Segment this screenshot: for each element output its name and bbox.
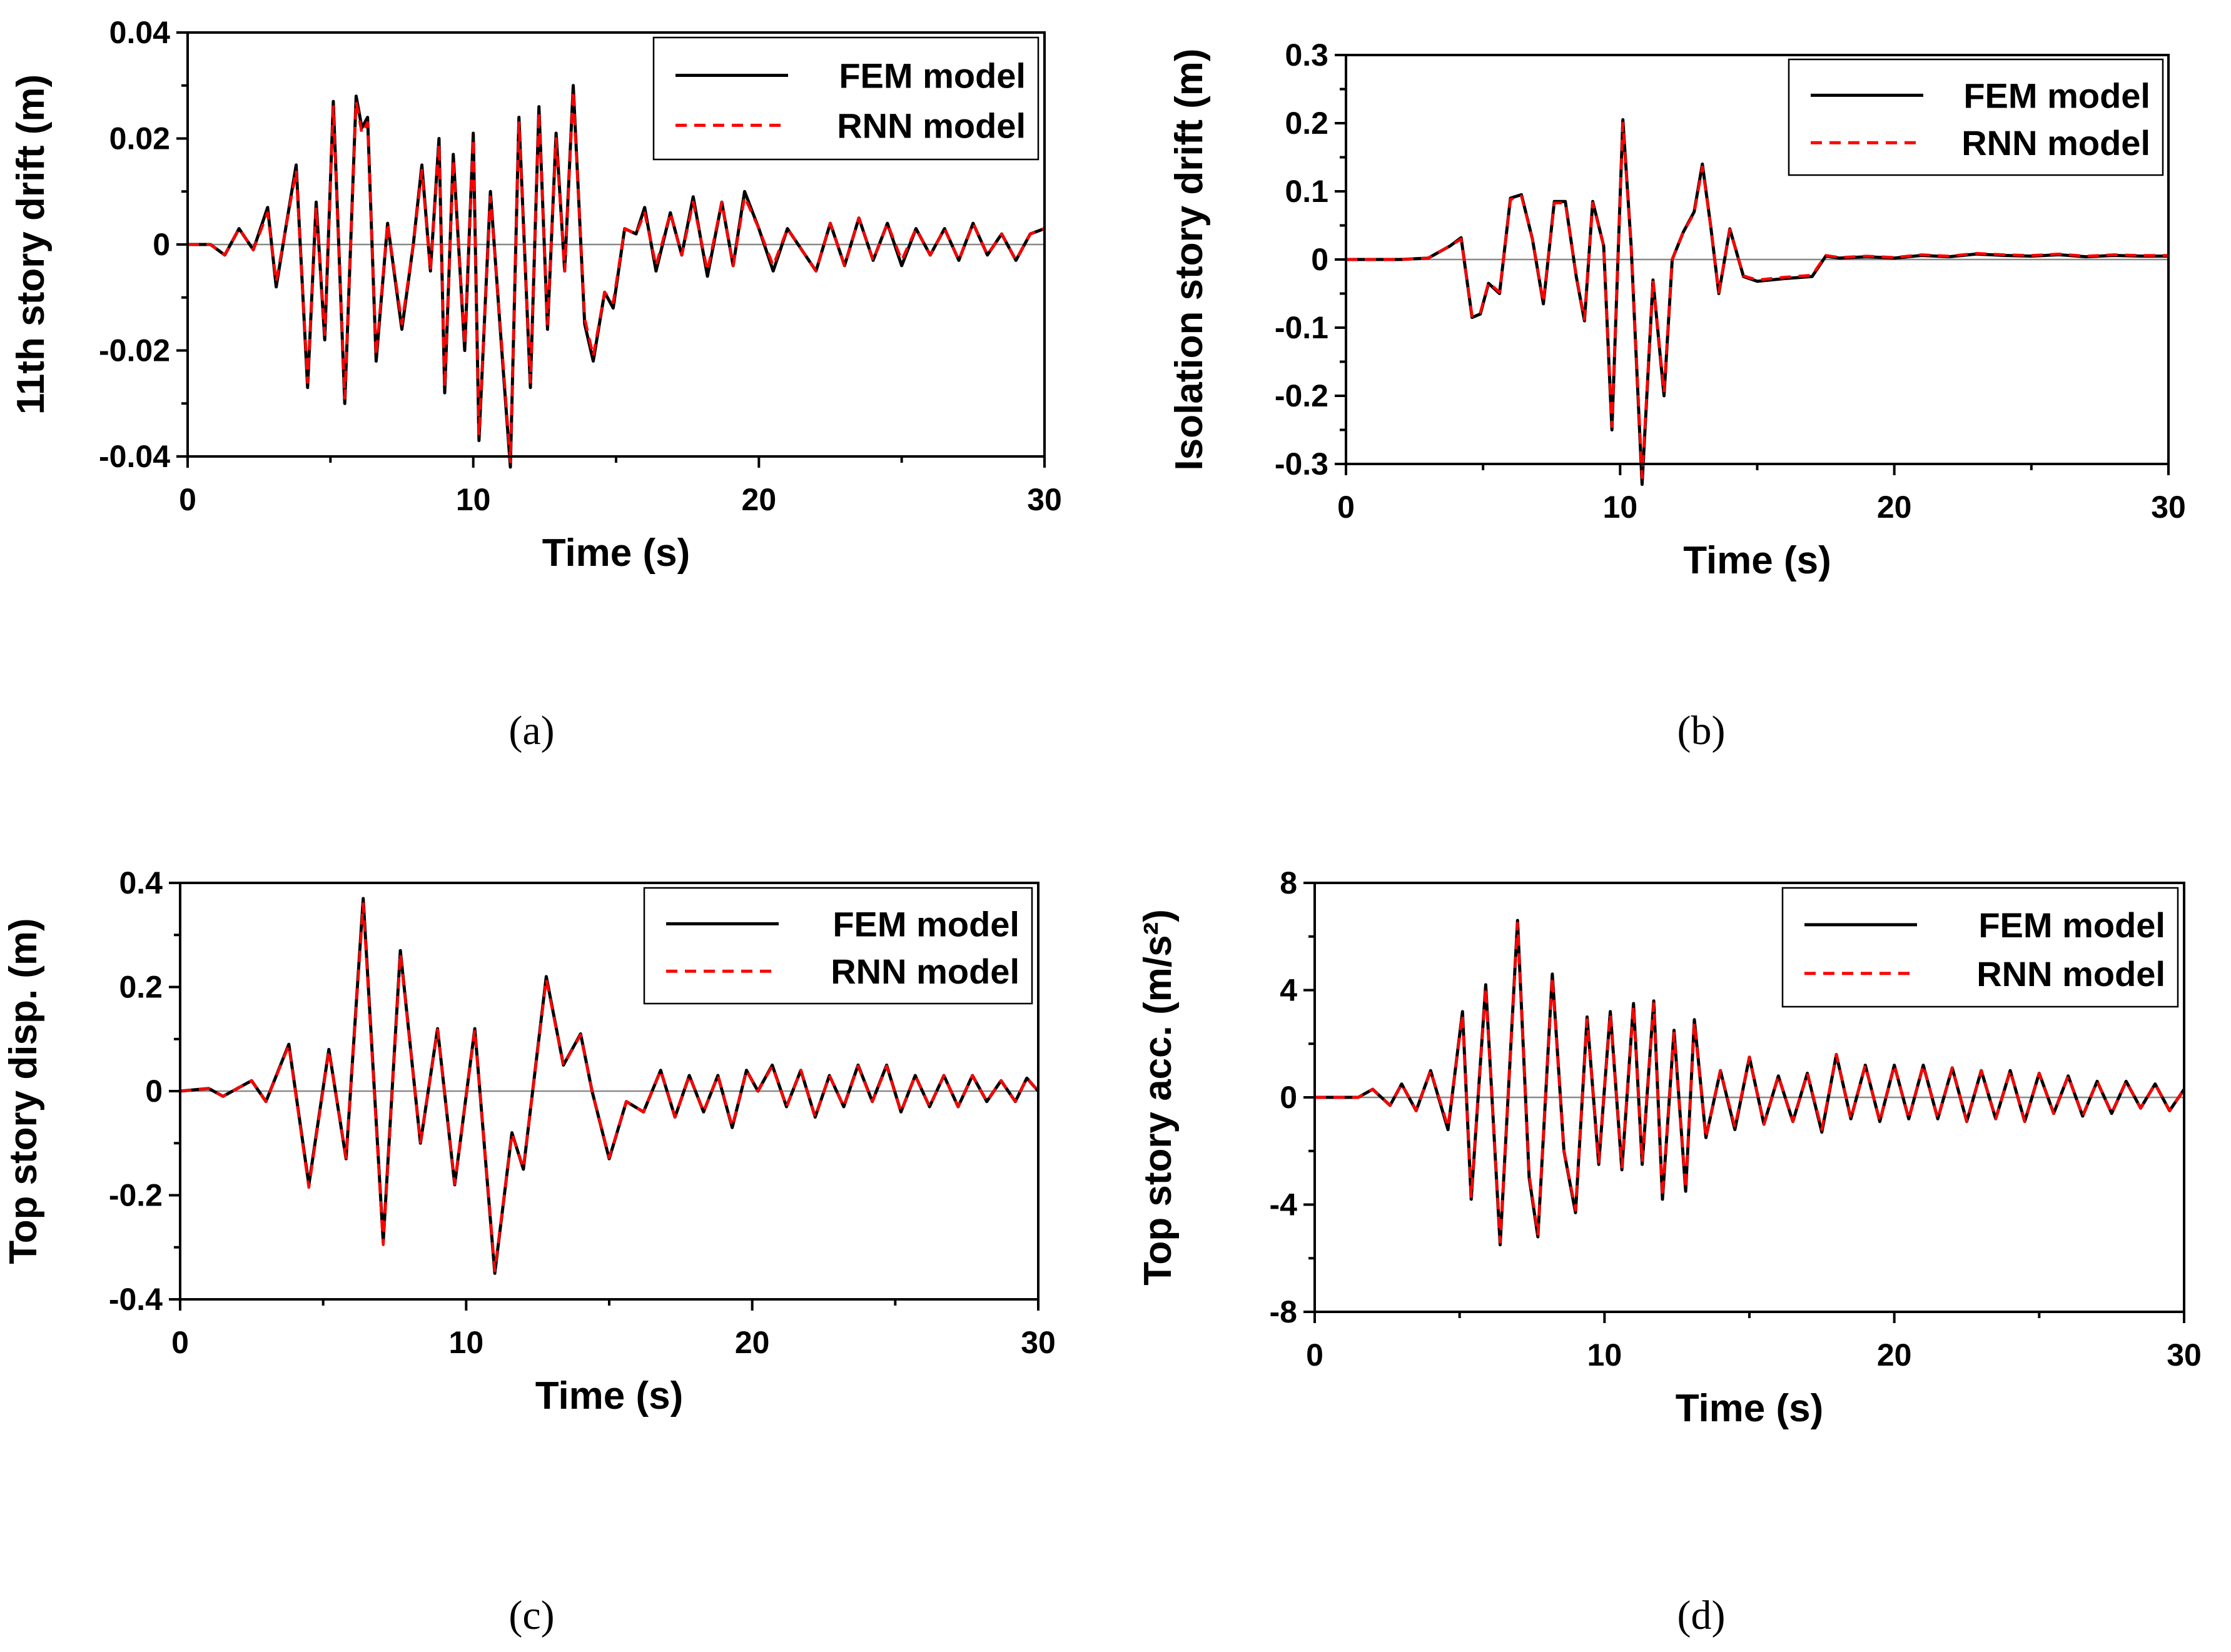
y-tick-label: -0.3 <box>1275 446 1328 481</box>
y-axis-title: Top story acc. (m/s²) <box>1136 909 1180 1286</box>
y-tick-label: 0.3 <box>1285 38 1328 73</box>
series-line-rnn <box>1346 121 2168 480</box>
ticks-layer: 0 10 20 30 -0.04 -0.02 0 0.02 0.04 <box>99 15 1062 517</box>
legend: FEM model RNN model <box>1788 58 2164 176</box>
ticks-layer: 0 10 20 30 -0.4 -0.2 0 0.2 0.4 <box>109 865 1056 1360</box>
y-tick-label: 0 <box>1311 242 1328 277</box>
x-tick-label: 10 <box>1587 1337 1622 1372</box>
y-tick-label: 0.2 <box>119 970 163 1005</box>
y-tick-label: -0.02 <box>99 333 170 368</box>
x-tick-label: 30 <box>2151 490 2186 525</box>
y-tick-label: 8 <box>1280 865 1297 900</box>
y-tick-label: -0.4 <box>109 1282 163 1317</box>
x-tick-label: 30 <box>1021 1325 1056 1360</box>
panel-caption: (d) <box>1677 1593 1726 1638</box>
y-tick-label: -0.04 <box>99 439 170 474</box>
legend: FEM model RNN model <box>643 887 1033 1005</box>
legend-label-fem: FEM model <box>832 904 1019 944</box>
x-tick-label: 0 <box>171 1325 189 1360</box>
x-axis-title: Time (s) <box>535 1374 684 1418</box>
legend-label-rnn: RNN model <box>831 952 1019 991</box>
y-tick-label: -0.2 <box>1275 378 1328 413</box>
legend-label-fem: FEM model <box>839 56 1026 95</box>
legend-box <box>652 36 1040 161</box>
y-tick-label: -4 <box>1270 1187 1298 1222</box>
y-tick-label: -8 <box>1270 1294 1297 1329</box>
panel-caption: (b) <box>1677 708 1726 753</box>
y-tick-label: 0 <box>1280 1080 1297 1115</box>
y-tick-label: 0 <box>153 227 170 262</box>
y-tick-label: 0.02 <box>109 121 170 156</box>
x-tick-label: 10 <box>1603 490 1638 525</box>
panel-b: 0 10 20 30 -0.3 -0.2 -0.1 0 0.1 0.2 0.3 Time (s) I… <box>1168 38 2186 753</box>
legend-label-fem: FEM model <box>1978 905 2165 945</box>
legend-label-rnn: RNN model <box>1961 123 2150 163</box>
x-tick-label: 30 <box>2167 1337 2202 1372</box>
y-tick-label: 0.1 <box>1285 174 1328 209</box>
legend-label-fem: FEM model <box>1963 76 2150 115</box>
y-tick-label: -0.2 <box>109 1178 163 1213</box>
x-tick-label: 0 <box>179 482 196 517</box>
y-tick-label: 0 <box>145 1074 163 1109</box>
x-tick-label: 10 <box>449 1325 484 1360</box>
y-axis-title: Top story disp. (m) <box>2 918 45 1264</box>
panel-c: 0 10 20 30 -0.4 -0.2 0 0.2 0.4 Time (s) Top stor… <box>2 865 1056 1638</box>
x-tick-label: 10 <box>456 482 491 517</box>
x-axis-title: Time (s) <box>1676 1387 1824 1430</box>
legend-label-rnn: RNN model <box>1976 954 2165 994</box>
y-tick-label: 4 <box>1280 973 1297 1008</box>
legend-box <box>1788 58 2164 176</box>
y-tick-label: 0.04 <box>109 15 171 50</box>
ticks-layer: 0 10 20 30 -0.3 -0.2 -0.1 0 0.1 0.2 0.3 <box>1275 38 2186 525</box>
panel-caption: (a) <box>508 708 554 753</box>
series-line-rnn <box>1315 922 2185 1244</box>
x-tick-label: 20 <box>742 482 777 517</box>
series-layer <box>188 84 1045 469</box>
legend: FEM model RNN model <box>1781 887 2179 1008</box>
ticks-layer: 0 10 20 30 -8 -4 0 4 8 <box>1270 865 2202 1372</box>
series-layer <box>180 897 1040 1275</box>
y-tick-label: -0.1 <box>1275 310 1328 345</box>
y-tick-label: 0.4 <box>119 865 163 900</box>
series-line-rnn <box>180 902 1040 1272</box>
panel-d: 0 10 20 30 -8 -4 0 4 8 Time (s) Top story acc. (… <box>1136 865 2202 1638</box>
panel-a: 0 10 20 30 -0.04 -0.02 0 0.02 0.04 Time (s) 11th… <box>9 15 1062 753</box>
series-layer <box>1346 118 2168 486</box>
legend: FEM model RNN model <box>652 36 1040 161</box>
panel-caption: (c) <box>508 1593 554 1638</box>
y-axis-title: Isolation story drift (m) <box>1168 48 1211 470</box>
x-tick-label: 20 <box>1877 1337 1912 1372</box>
x-axis-title: Time (s) <box>542 531 691 575</box>
y-tick-label: 0.2 <box>1285 106 1328 141</box>
series-line-rnn <box>188 89 1045 463</box>
x-tick-label: 30 <box>1027 482 1062 517</box>
x-tick-label: 0 <box>1306 1337 1323 1372</box>
legend-box <box>1781 887 2179 1008</box>
x-tick-label: 20 <box>1877 490 1912 525</box>
x-tick-label: 0 <box>1337 490 1355 525</box>
x-tick-label: 20 <box>735 1325 770 1360</box>
series-layer <box>1315 919 2186 1247</box>
legend-label-rnn: RNN model <box>837 106 1026 145</box>
x-axis-title: Time (s) <box>1683 539 1831 582</box>
y-axis-title: 11th story drift (m) <box>9 74 53 415</box>
legend-box <box>643 887 1033 1005</box>
